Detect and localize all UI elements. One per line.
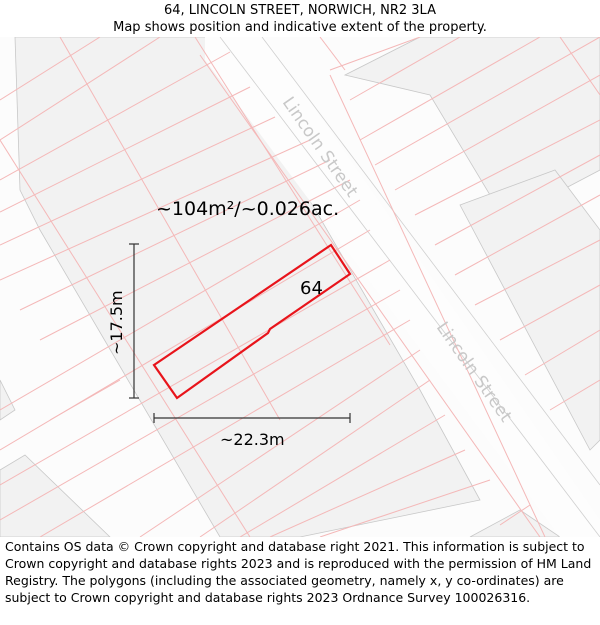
width-dimension-line [153,413,351,423]
height-dimension-label: ~17.5m [107,290,126,355]
road-lincoln-street [205,37,600,537]
map-header: 64, LINCOLN STREET, NORWICH, NR2 3LA Map… [0,0,600,39]
width-dimension-label: ~22.3m [220,430,285,449]
height-dimension-line [129,243,139,399]
parcel-boundaries [0,37,600,537]
property-boundary[interactable] [152,243,352,400]
area-label: ~104m²/~0.026ac. [156,198,339,220]
property-map[interactable]: Lincoln Street Lincoln Street ~104m²/~0.… [0,37,600,537]
map-description: Map shows position and indicative extent… [113,20,487,35]
property-address-title: 64, LINCOLN STREET, NORWICH, NR2 3LA [163,3,436,18]
plot-number-label: 64 [300,278,323,299]
copyright-attribution: Contains OS data © Crown copyright and d… [5,539,592,605]
